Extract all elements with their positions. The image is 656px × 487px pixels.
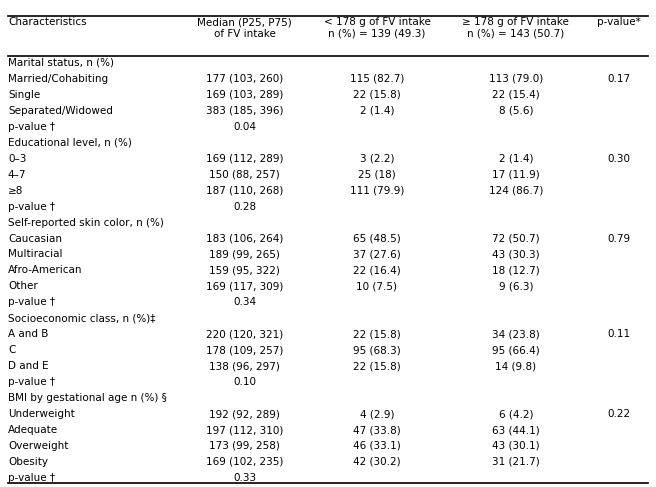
Text: 173 (99, 258): 173 (99, 258) <box>209 441 280 451</box>
Text: 169 (117, 309): 169 (117, 309) <box>206 281 283 291</box>
Text: C: C <box>8 345 15 355</box>
Text: 124 (86.7): 124 (86.7) <box>489 186 543 196</box>
Text: Overweight: Overweight <box>8 441 68 451</box>
Text: Caucasian: Caucasian <box>8 233 62 244</box>
Text: 42 (30.2): 42 (30.2) <box>353 457 401 467</box>
Text: ≥8: ≥8 <box>8 186 24 196</box>
Text: 72 (50.7): 72 (50.7) <box>492 233 540 244</box>
Text: 34 (23.8): 34 (23.8) <box>492 329 540 339</box>
Text: Underweight: Underweight <box>8 409 75 419</box>
Text: < 178 g of FV intake
n (%) = 139 (49.3): < 178 g of FV intake n (%) = 139 (49.3) <box>323 18 430 39</box>
Text: p-value †: p-value † <box>8 202 55 211</box>
Text: p-value †: p-value † <box>8 377 55 387</box>
Text: 0.04: 0.04 <box>234 122 256 132</box>
Text: 22 (15.4): 22 (15.4) <box>492 90 540 100</box>
Text: Afro-American: Afro-American <box>8 265 83 276</box>
Text: 65 (48.5): 65 (48.5) <box>353 233 401 244</box>
Text: 169 (102, 235): 169 (102, 235) <box>206 457 283 467</box>
Text: 31 (21.7): 31 (21.7) <box>492 457 540 467</box>
Text: 138 (96, 297): 138 (96, 297) <box>209 361 280 371</box>
Text: 0.28: 0.28 <box>233 202 256 211</box>
Text: Multiracial: Multiracial <box>8 249 62 260</box>
Text: 115 (82.7): 115 (82.7) <box>350 74 404 84</box>
Text: Educational level, n (%): Educational level, n (%) <box>8 138 132 148</box>
Text: 187 (110, 268): 187 (110, 268) <box>206 186 283 196</box>
Text: A and B: A and B <box>8 329 49 339</box>
Text: 22 (16.4): 22 (16.4) <box>353 265 401 276</box>
Text: 383 (185, 396): 383 (185, 396) <box>206 106 283 116</box>
Text: p-value †: p-value † <box>8 473 55 483</box>
Text: 63 (44.1): 63 (44.1) <box>492 425 540 435</box>
Text: 14 (9.8): 14 (9.8) <box>495 361 537 371</box>
Text: 0.11: 0.11 <box>607 329 630 339</box>
Text: 17 (11.9): 17 (11.9) <box>492 169 540 180</box>
Text: 0–3: 0–3 <box>8 154 26 164</box>
Text: 43 (30.3): 43 (30.3) <box>492 249 540 260</box>
Text: 8 (5.6): 8 (5.6) <box>499 106 533 116</box>
Text: 177 (103, 260): 177 (103, 260) <box>206 74 283 84</box>
Text: 37 (27.6): 37 (27.6) <box>353 249 401 260</box>
Text: Obesity: Obesity <box>8 457 48 467</box>
Text: ≥ 178 g of FV intake
n (%) = 143 (50.7): ≥ 178 g of FV intake n (%) = 143 (50.7) <box>462 18 569 39</box>
Text: p-value †: p-value † <box>8 122 55 132</box>
Text: 189 (99, 265): 189 (99, 265) <box>209 249 280 260</box>
Text: Socioeconomic class, n (%)‡: Socioeconomic class, n (%)‡ <box>8 313 155 323</box>
Text: Single: Single <box>8 90 40 100</box>
Text: 22 (15.8): 22 (15.8) <box>353 329 401 339</box>
Text: 0.30: 0.30 <box>607 154 630 164</box>
Text: 169 (112, 289): 169 (112, 289) <box>206 154 283 164</box>
Text: p-value †: p-value † <box>8 298 55 307</box>
Text: 25 (18): 25 (18) <box>358 169 396 180</box>
Text: 2 (1.4): 2 (1.4) <box>359 106 394 116</box>
Text: 6 (4.2): 6 (4.2) <box>499 409 533 419</box>
Text: 3 (2.2): 3 (2.2) <box>359 154 394 164</box>
Text: Adequate: Adequate <box>8 425 58 435</box>
Text: Median (P25, P75)
of FV intake: Median (P25, P75) of FV intake <box>197 18 292 39</box>
Text: 0.79: 0.79 <box>607 233 630 244</box>
Text: 9 (6.3): 9 (6.3) <box>499 281 533 291</box>
Text: Marital status, n (%): Marital status, n (%) <box>8 58 114 68</box>
Text: 43 (30.1): 43 (30.1) <box>492 441 540 451</box>
Text: 46 (33.1): 46 (33.1) <box>353 441 401 451</box>
Text: 169 (103, 289): 169 (103, 289) <box>206 90 283 100</box>
Text: 2 (1.4): 2 (1.4) <box>499 154 533 164</box>
Text: 159 (95, 322): 159 (95, 322) <box>209 265 280 276</box>
Text: Married/Cohabiting: Married/Cohabiting <box>8 74 108 84</box>
Text: 192 (92, 289): 192 (92, 289) <box>209 409 280 419</box>
Text: Self-reported skin color, n (%): Self-reported skin color, n (%) <box>8 218 164 227</box>
Text: Characteristics: Characteristics <box>8 18 87 27</box>
Text: 22 (15.8): 22 (15.8) <box>353 90 401 100</box>
Text: 22 (15.8): 22 (15.8) <box>353 361 401 371</box>
Text: 47 (33.8): 47 (33.8) <box>353 425 401 435</box>
Text: BMI by gestational age n (%) §: BMI by gestational age n (%) § <box>8 393 167 403</box>
Text: 183 (106, 264): 183 (106, 264) <box>206 233 283 244</box>
Text: D and E: D and E <box>8 361 49 371</box>
Text: 0.34: 0.34 <box>233 298 256 307</box>
Text: p-value*: p-value* <box>597 18 640 27</box>
Text: 0.22: 0.22 <box>607 409 630 419</box>
Text: 113 (79.0): 113 (79.0) <box>489 74 543 84</box>
Text: 18 (12.7): 18 (12.7) <box>492 265 540 276</box>
Text: 0.33: 0.33 <box>233 473 256 483</box>
Text: Other: Other <box>8 281 37 291</box>
Text: 4–7: 4–7 <box>8 169 26 180</box>
Text: 95 (66.4): 95 (66.4) <box>492 345 540 355</box>
Text: 197 (112, 310): 197 (112, 310) <box>206 425 283 435</box>
Text: 0.10: 0.10 <box>234 377 256 387</box>
Text: 150 (88, 257): 150 (88, 257) <box>209 169 280 180</box>
Text: 178 (109, 257): 178 (109, 257) <box>206 345 283 355</box>
Text: 0.17: 0.17 <box>607 74 630 84</box>
Text: 220 (120, 321): 220 (120, 321) <box>206 329 283 339</box>
Text: 10 (7.5): 10 (7.5) <box>356 281 398 291</box>
Text: 111 (79.9): 111 (79.9) <box>350 186 404 196</box>
Text: Separated/Widowed: Separated/Widowed <box>8 106 113 116</box>
Text: 4 (2.9): 4 (2.9) <box>359 409 394 419</box>
Text: 95 (68.3): 95 (68.3) <box>353 345 401 355</box>
